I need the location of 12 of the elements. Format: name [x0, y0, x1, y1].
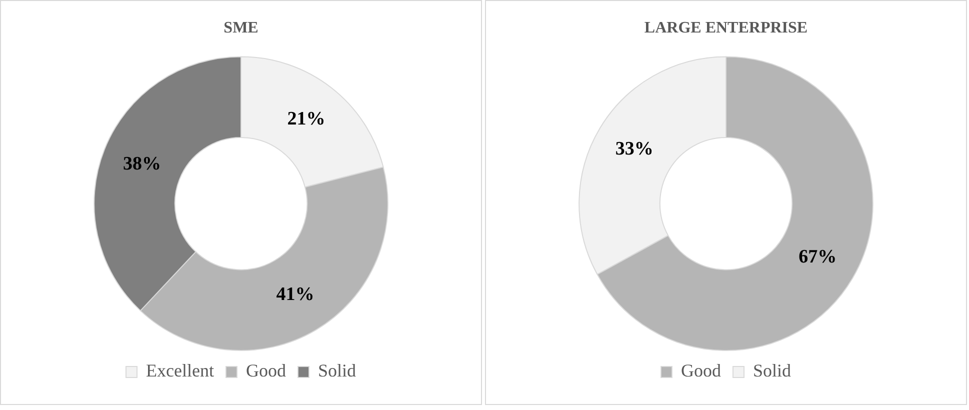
legend-label: Good: [246, 360, 286, 381]
legend-label: Excellent: [146, 360, 214, 381]
chart-title: LARGE ENTERPRISE: [644, 20, 808, 37]
legend-label: Solid: [318, 360, 356, 381]
data-label: 21%: [287, 108, 326, 130]
data-label: 38%: [122, 153, 161, 174]
data-label: 67%: [798, 246, 837, 268]
chart-title: SME: [224, 20, 258, 37]
legend-label: Solid: [752, 360, 792, 381]
data-label: 33%: [615, 138, 654, 160]
legend-label: Good: [680, 360, 721, 381]
data-label: 41%: [276, 284, 314, 306]
